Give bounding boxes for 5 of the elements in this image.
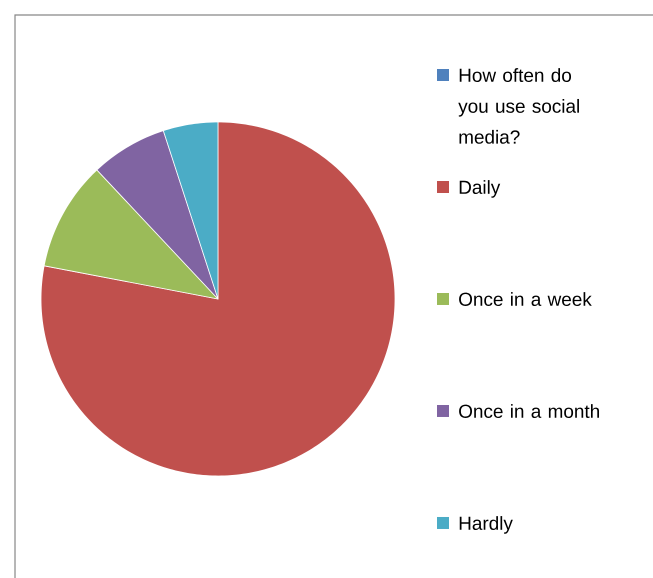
legend-label: Hardly [460,516,513,534]
legend-label: Once in a week [459,292,592,306]
legend-label: Daily [460,180,500,198]
legend-label: How often do you use social media? [458,68,579,144]
legend-label: Once in a month [459,404,599,418]
